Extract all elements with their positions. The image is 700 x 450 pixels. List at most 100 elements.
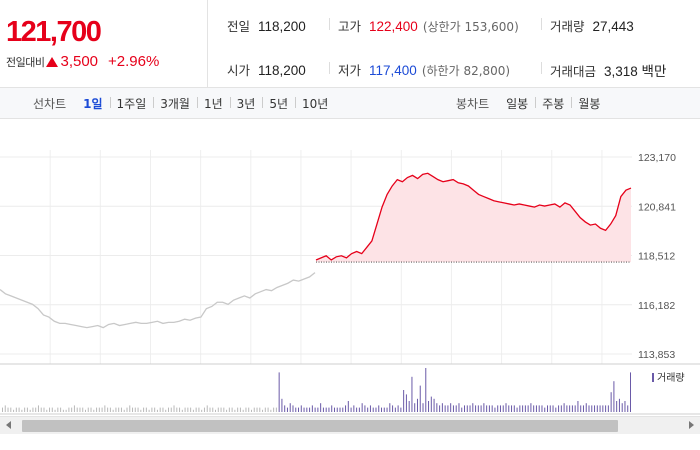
stat-value: 118,200 (258, 19, 306, 34)
candle-tab-0[interactable]: 일봉 (506, 97, 529, 111)
volume-bar (250, 409, 252, 412)
volume-bar (367, 407, 369, 412)
price-chart[interactable]: 123,170 120,841 118,512 116,182 113,853 거래량 (0, 120, 700, 416)
stat-trade-value: 거래대금 3,318 백만 (550, 60, 666, 80)
period-tab-1[interactable]: 1주일 (109, 95, 154, 112)
volume-bar (248, 407, 250, 412)
y-tick-label: 123,170 (638, 152, 676, 164)
volume-bar (533, 405, 535, 412)
volume-bar (35, 407, 37, 412)
volume-bar (270, 409, 272, 412)
volume-bar (403, 390, 405, 412)
volume-bar (68, 407, 70, 412)
volume-bar (82, 407, 84, 412)
quote-panel: 121,700 전일대비 3,500 +2.96% 전일 118,200 고가 … (0, 0, 700, 88)
volume-bar (422, 403, 424, 412)
period-tab-2[interactable]: 3개월 (153, 95, 197, 112)
volume-bar (414, 403, 416, 412)
volume-bar (71, 407, 73, 412)
volume-bar (464, 405, 466, 412)
volume-bar (179, 407, 181, 412)
candle-tab-1[interactable]: 주봉 (535, 95, 571, 112)
volume-bar (167, 407, 169, 412)
volume-bar (234, 409, 236, 412)
volume-bar (289, 403, 291, 412)
volume-bar (585, 403, 587, 412)
volume-bar (156, 409, 158, 412)
volume-bar (345, 405, 347, 412)
volume-bar (555, 407, 557, 412)
volume-bar (607, 405, 609, 412)
chart-scrollbar[interactable] (0, 416, 700, 434)
scroll-left-icon[interactable] (6, 421, 11, 429)
scroll-right-icon[interactable] (689, 421, 694, 429)
volume-bar (436, 403, 438, 412)
volume-bar (320, 403, 322, 412)
volume-bar (145, 407, 147, 412)
volume-bar (505, 403, 507, 412)
stat-low: 저가 117,400 (하한가 82,800) (338, 60, 510, 79)
volume-bar (594, 405, 596, 412)
volume-bar (466, 405, 468, 412)
volume-bar (132, 407, 134, 412)
stat-value: 27,443 (592, 19, 634, 34)
volume-bar (126, 407, 128, 412)
period-tab-0[interactable]: 1일 (83, 97, 103, 111)
candle-tab-2[interactable]: 월봉 (571, 95, 607, 112)
volume-bar (378, 405, 380, 412)
volume-bar (29, 409, 31, 412)
volume-bar (253, 407, 255, 412)
volume-bar (181, 409, 183, 412)
volume-bar (408, 401, 410, 412)
volume-bar (309, 407, 311, 412)
volume-bar (57, 407, 59, 412)
volume-bar (123, 409, 125, 412)
volume-bar (450, 403, 452, 412)
volume-bar (425, 368, 427, 412)
volume-bar (508, 405, 510, 412)
volume-bar (452, 405, 454, 412)
volume-bar (416, 398, 418, 412)
period-tab-3[interactable]: 1년 (196, 95, 230, 112)
volume-bar (430, 396, 432, 412)
volume-bar (356, 407, 358, 412)
volume-bar (419, 385, 421, 412)
volume-bar (104, 405, 106, 412)
volume-bar (51, 407, 53, 412)
volume-bar (40, 407, 42, 412)
volume-bar (627, 405, 629, 412)
period-tab-5[interactable]: 5년 (262, 95, 295, 112)
volume-bar (488, 405, 490, 412)
scroll-thumb[interactable] (22, 420, 618, 432)
volume-bar (267, 407, 269, 412)
volume-bar (375, 407, 377, 412)
volume-bar (444, 405, 446, 412)
volume-bar (32, 407, 34, 412)
period-tab-6[interactable]: 10년 (295, 95, 335, 112)
volume-bar (223, 407, 225, 412)
volume-bar (26, 407, 28, 412)
volume-bar (273, 407, 275, 412)
volume-bar (292, 405, 294, 412)
volume-bar (49, 407, 51, 412)
volume-bar (333, 407, 335, 412)
volume-bar (624, 401, 626, 412)
volume-bar (369, 405, 371, 412)
volume-bar (331, 405, 333, 412)
period-tab-4[interactable]: 3년 (229, 95, 263, 112)
period-toolbar: 선차트 1일 1주일 3개월 1년 3년 5년 10년 봉차트 일봉 주봉 월봉 (0, 88, 700, 119)
volume-bar (447, 405, 449, 412)
volume-bar (43, 407, 45, 412)
volume-bar (13, 409, 15, 412)
volume-bar (303, 407, 305, 412)
change-label: 전일대비 (6, 55, 45, 69)
stat-high: 고가 122,400 (상한가 153,600) (338, 16, 519, 35)
volume-bar (101, 407, 103, 412)
volume-bar (428, 401, 430, 412)
volume-bar (577, 401, 579, 412)
volume-bar (433, 398, 435, 412)
volume-bar (364, 405, 366, 412)
volume-bar (228, 407, 230, 412)
volume-bar (441, 403, 443, 412)
stat-label: 전일 (227, 19, 251, 34)
